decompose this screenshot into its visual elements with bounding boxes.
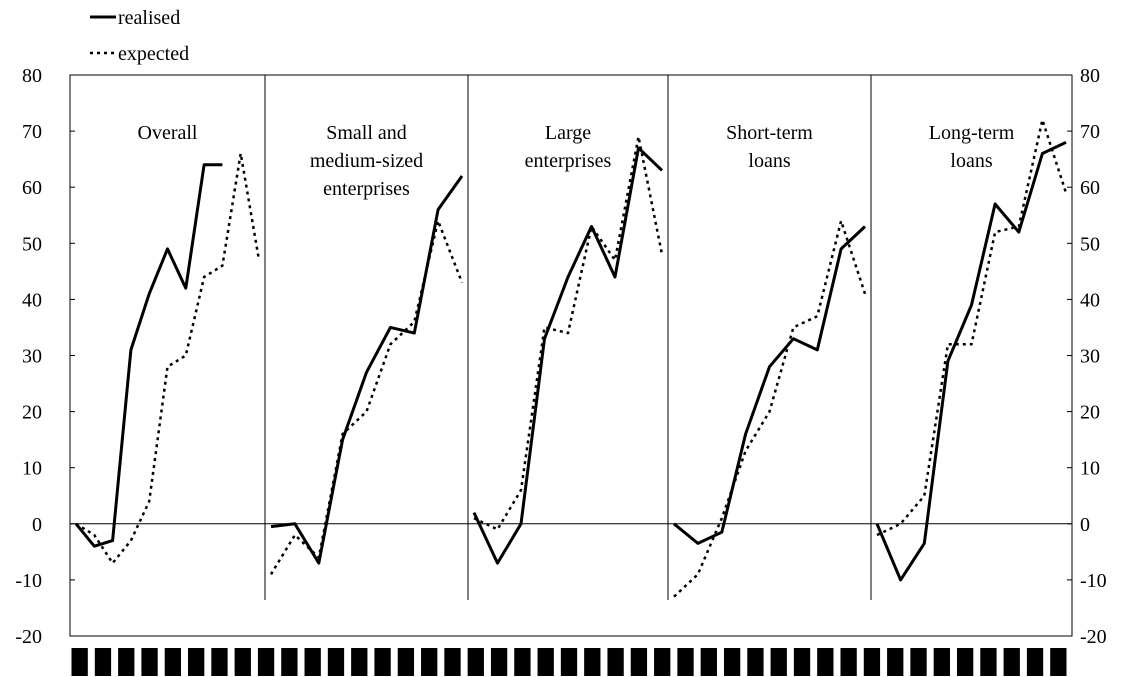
y-tick-label-left: 30 <box>22 346 42 368</box>
x-tick-label-block <box>933 648 950 676</box>
y-tick-label-right: 30 <box>1080 346 1100 368</box>
x-tick-label-block <box>700 648 717 676</box>
x-tick-label-block <box>281 648 298 676</box>
y-tick-label-left: 0 <box>32 514 42 536</box>
panel-title-line: Overall <box>138 122 198 144</box>
panel-title-line: loans <box>748 150 790 172</box>
x-tick-label-block <box>630 648 648 676</box>
series-realised-line <box>270 175 464 565</box>
x-tick-label-block <box>723 648 741 676</box>
y-tick-label-right: 0 <box>1080 514 1090 536</box>
y-tick-label-left: 70 <box>22 121 42 143</box>
x-tick-label-block <box>397 648 415 676</box>
x-tick-label-block <box>1026 648 1044 676</box>
y-tick-label-left: 50 <box>22 233 42 255</box>
x-tick-label-block <box>840 648 857 676</box>
series-realised-line <box>74 163 223 548</box>
x-tick-label-block <box>304 648 321 676</box>
x-tick-label-block <box>257 648 275 676</box>
x-tick-label-block <box>537 648 554 676</box>
panel-title-line: Short-term <box>726 122 813 144</box>
x-tick-label-block <box>770 648 787 676</box>
x-tick-label-block <box>793 648 811 676</box>
x-tick-label-block <box>747 648 764 676</box>
legend-realised-label: realised <box>118 7 180 29</box>
x-tick-label-block <box>351 648 368 676</box>
series-realised-line <box>472 146 664 565</box>
x-tick-label-block <box>887 648 904 676</box>
x-tick-label-block <box>817 648 834 676</box>
x-tick-label-block <box>490 648 508 676</box>
panel-title-line: enterprises <box>323 178 410 200</box>
y-tick-label-right: 10 <box>1080 458 1100 480</box>
y-tick-label-left: 80 <box>22 65 42 87</box>
y-tick-label-left: 40 <box>22 289 42 311</box>
panel-title-line: Long-term <box>929 122 1015 144</box>
series-realised-line <box>875 140 1067 582</box>
x-tick-label-block <box>374 648 391 676</box>
x-tick-label-block <box>141 648 158 676</box>
y-tick-label-right: 20 <box>1080 402 1100 424</box>
x-tick-label-block <box>980 648 997 676</box>
x-tick-label-block <box>560 648 578 676</box>
series-expected-line <box>876 118 1068 537</box>
x-tick-label-block <box>188 648 205 676</box>
y-tick-label-right: 70 <box>1080 121 1100 143</box>
y-tick-label-left: 60 <box>22 177 42 199</box>
panel-title-line: medium-sized <box>310 150 423 172</box>
x-tick-label-block <box>956 648 974 676</box>
x-tick-label-block <box>467 648 484 676</box>
x-tick-label-block <box>1050 648 1067 676</box>
panel-title-line: Small and <box>326 122 407 144</box>
panel-title-line: loans <box>950 150 992 172</box>
y-tick-label-left: -20 <box>15 626 42 648</box>
x-tick-label-block <box>327 648 345 676</box>
x-tick-label-block <box>1003 648 1020 676</box>
y-tick-label-right: -10 <box>1080 570 1107 592</box>
legend-expected-label: expected <box>118 43 189 65</box>
series-expected-line <box>673 219 867 598</box>
x-tick-label-block <box>910 648 927 676</box>
x-tick-label-block <box>863 648 881 676</box>
y-tick-label-left: 20 <box>22 402 42 424</box>
x-tick-label-block <box>514 648 531 676</box>
x-tick-label-block <box>71 648 88 676</box>
x-tick-label-block <box>234 648 251 676</box>
y-tick-label-right: 50 <box>1080 233 1100 255</box>
x-tick-label-block <box>444 648 461 676</box>
x-tick-label-block <box>584 648 601 676</box>
panel-title-line: enterprises <box>525 150 612 172</box>
legend: realised expected <box>90 7 189 65</box>
y-tick-label-right: 40 <box>1080 289 1100 311</box>
y-tick-label-left: 10 <box>22 458 42 480</box>
panel-title-line: Large <box>545 122 591 144</box>
y-tick-label-right: -20 <box>1080 626 1107 648</box>
x-tick-label-block <box>164 648 182 676</box>
y-tick-label-right: 60 <box>1080 177 1100 199</box>
x-tick-label-block <box>94 648 112 676</box>
plot-area: -20 -20 -10 -10 0 0 10 10 20 20 30 30 40 40 50 50 60 60 70… <box>15 65 1107 676</box>
x-tick-label-block <box>118 648 135 676</box>
x-tick-label-block <box>607 648 624 676</box>
series-realised-line <box>673 225 867 545</box>
series-expected-line <box>75 152 261 565</box>
x-tick-label-block <box>654 648 671 676</box>
y-tick-label-left: -10 <box>15 570 42 592</box>
x-tick-label-block <box>677 648 694 676</box>
x-tick-label-block <box>421 648 438 676</box>
series-expected-line <box>269 219 464 575</box>
y-tick-label-right: 80 <box>1080 65 1100 87</box>
x-tick-label-block <box>211 648 228 676</box>
series-expected-line <box>473 135 664 531</box>
